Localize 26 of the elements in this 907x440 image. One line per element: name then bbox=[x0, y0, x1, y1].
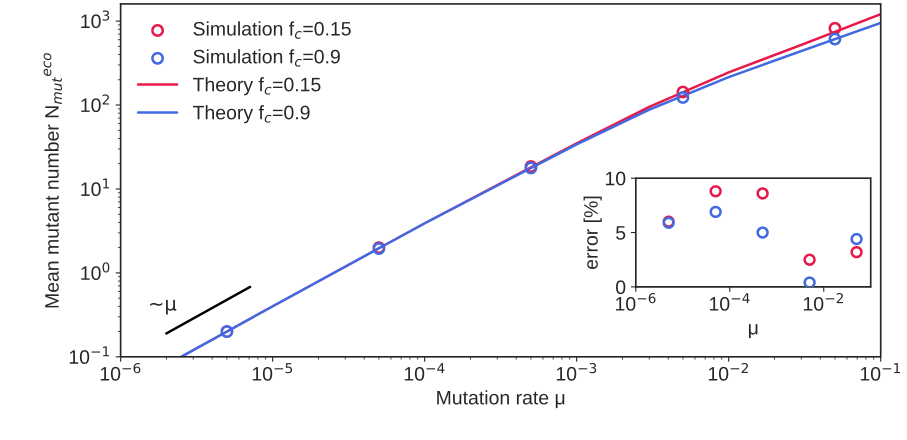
x-tick-label: 10$^{−6}$ bbox=[616, 293, 656, 311]
x-tick-label: 10$^{−3}$ bbox=[556, 362, 596, 381]
legend-label: Simulation f$_{c}$=0.15 bbox=[193, 21, 351, 39]
y-tick-label: 10$^{0}$ bbox=[81, 262, 110, 280]
x-tick-label: 10$^{−4}$ bbox=[404, 363, 444, 381]
y-tick-label: 10$^{3}$ bbox=[81, 10, 110, 28]
x-tick-label: 10$^{−2}$ bbox=[804, 293, 843, 311]
y-tick-label: 10$^{1}$ bbox=[81, 178, 110, 196]
annotation: ∼μ bbox=[150, 300, 176, 314]
x-axis-title: μ bbox=[748, 324, 758, 338]
legend-label: Theory f$_{c}$=0.9 bbox=[193, 105, 310, 124]
y-axis-title: Mean mutant number N$_{mut}$$^{eco}$ bbox=[44, 53, 62, 308]
x-tick-label: 10$^{−4}$ bbox=[710, 293, 750, 311]
y-axis-title: error [%] bbox=[584, 196, 602, 269]
x-tick-label: 10$^{−5}$ bbox=[252, 363, 292, 381]
x-tick-label: 10$^{−6}$ bbox=[100, 362, 140, 381]
x-tick-label: 10$^{−2}$ bbox=[708, 362, 748, 381]
y-tick-label: 10$^{−1}$ bbox=[70, 346, 109, 364]
legend-label: Simulation f$_{c}$=0.9 bbox=[193, 49, 340, 67]
legend-label: Theory f$_{c}$=0.15 bbox=[193, 77, 320, 96]
y-tick-label: 5 bbox=[616, 226, 626, 240]
x-tick-label: 10$^{−1}$ bbox=[860, 363, 900, 381]
y-tick-label: 10$^{2}$ bbox=[81, 94, 109, 112]
x-axis-title: Mutation rate μ bbox=[437, 390, 564, 408]
y-tick-label: 0 bbox=[616, 280, 626, 294]
y-tick-label: 10 bbox=[606, 172, 626, 186]
